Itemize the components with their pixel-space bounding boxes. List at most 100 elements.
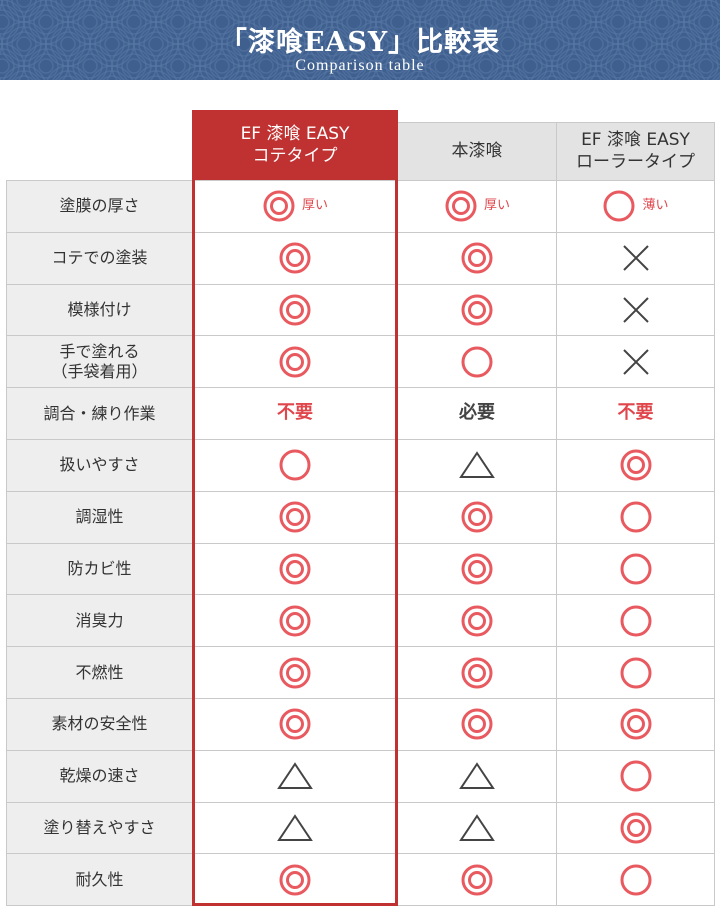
table-cell (192, 439, 398, 492)
circle-icon (620, 501, 651, 533)
row-label: 乾燥の速さ (59, 766, 140, 786)
table-cell (397, 542, 557, 596)
column-header-line1: 本漆喰 (451, 140, 503, 161)
circle-icon (279, 449, 311, 481)
cell-text: 必要 (459, 402, 495, 424)
triangle-icon (459, 814, 495, 841)
row-label-cell: 不燃性 (6, 646, 193, 699)
table-cell (397, 853, 557, 906)
row-label-cell: 素材の安全性 (6, 698, 193, 751)
row-label-cell: 塗り替えやすさ (6, 801, 193, 855)
row-label: 耐久性 (75, 869, 124, 889)
wave-pattern (0, 0, 720, 80)
table-cell (556, 283, 715, 337)
table-cell (192, 594, 398, 648)
table-cell (556, 594, 715, 648)
double-circle-icon (279, 501, 311, 533)
table-cell (556, 335, 715, 389)
banner: 「漆喰EASY」比較表 Comparison table (0, 0, 720, 80)
double-circle-icon (620, 812, 651, 844)
table-cell (397, 335, 557, 389)
double-circle-icon (620, 449, 651, 481)
triangle-icon (277, 762, 313, 790)
table-cell (556, 646, 715, 699)
table-cell: 厚い (192, 180, 398, 233)
double-circle-icon (279, 864, 311, 896)
row-label-cell: 手で塗れる （手袋着用） (6, 335, 193, 389)
column-header: 本漆喰 (397, 122, 557, 181)
row-label: 塗膜の厚さ (59, 196, 140, 216)
table-cell: 厚い (397, 180, 557, 233)
table-cell (397, 594, 557, 648)
row-label-cell: コテでの塗装 (6, 231, 193, 285)
circle-icon (620, 760, 651, 792)
page-title: 「漆喰EASY」比較表 (219, 27, 501, 58)
double-circle-icon (461, 553, 493, 585)
table-cell (556, 231, 715, 285)
row-label-cell: 乾燥の速さ (6, 749, 193, 803)
double-circle-icon (461, 294, 493, 326)
table-cell (556, 801, 715, 855)
table-cell (397, 490, 557, 544)
row-label: 調湿性 (75, 507, 124, 527)
cross-icon (622, 245, 649, 271)
table-cell (397, 801, 557, 855)
table-cell (192, 749, 398, 803)
row-label-cell: 耐久性 (6, 853, 193, 906)
row-label-cell: 塗膜の厚さ (6, 180, 193, 233)
table-cell: 必要 (397, 387, 557, 440)
double-circle-icon (445, 190, 477, 222)
double-circle-icon (263, 190, 295, 222)
row-label-cell: 調合・練り作業 (6, 387, 193, 440)
table-cell (192, 231, 398, 285)
table-cell (192, 283, 398, 337)
cell-text: 不要 (617, 402, 654, 424)
circle-icon (620, 864, 651, 896)
column-header: EF 漆喰 EASY コテタイプ (192, 110, 398, 181)
double-circle-icon (279, 708, 311, 740)
cell-note: 厚い (483, 198, 510, 214)
double-circle-icon (279, 553, 311, 585)
table-cell (192, 335, 398, 389)
circle-icon (620, 605, 651, 637)
table-cell (397, 698, 557, 751)
table-cell (397, 439, 557, 492)
column-header-line1: EF 漆喰 EASY (240, 124, 350, 145)
table-cell (556, 853, 715, 906)
row-label-sub: （手袋着用） (51, 361, 148, 381)
column-header-line1: EF 漆喰 EASY (581, 130, 690, 151)
triangle-icon (459, 762, 495, 790)
row-label: 調合・練り作業 (43, 403, 156, 423)
row-label-cell: 扱いやすさ (6, 439, 193, 492)
circle-icon (620, 553, 651, 585)
row-label: 模様付け (67, 299, 132, 319)
row-label-cell: 模様付け (6, 283, 193, 337)
double-circle-icon (461, 242, 493, 274)
cross-icon (622, 297, 649, 323)
table-cell (397, 749, 557, 803)
table-cell (192, 542, 398, 596)
table-cell (556, 490, 715, 544)
row-label: 防カビ性 (67, 558, 132, 578)
table-cell (556, 698, 715, 751)
double-circle-icon (279, 294, 311, 326)
table-cell (397, 646, 557, 699)
row-label: 消臭力 (75, 610, 124, 630)
cell-text: 不要 (277, 402, 313, 424)
double-circle-icon (461, 864, 493, 896)
table-cell: 不要 (556, 387, 715, 440)
column-header-line2: ローラータイプ (576, 151, 695, 172)
column-header-line2: コテタイプ (252, 145, 338, 166)
table-cell (556, 542, 715, 596)
row-label: コテでの塗装 (51, 248, 148, 268)
cell-note: 薄い (642, 198, 669, 214)
row-label: 扱いやすさ (59, 455, 140, 475)
row-label-cell: 消臭力 (6, 594, 193, 648)
row-label-cell: 防カビ性 (6, 542, 193, 596)
double-circle-icon (461, 501, 493, 533)
circle-icon (620, 657, 651, 689)
table-cell (192, 646, 398, 699)
row-label-cell: 調湿性 (6, 490, 193, 544)
page-subtitle: Comparison table (295, 57, 425, 74)
table-cell (192, 698, 398, 751)
